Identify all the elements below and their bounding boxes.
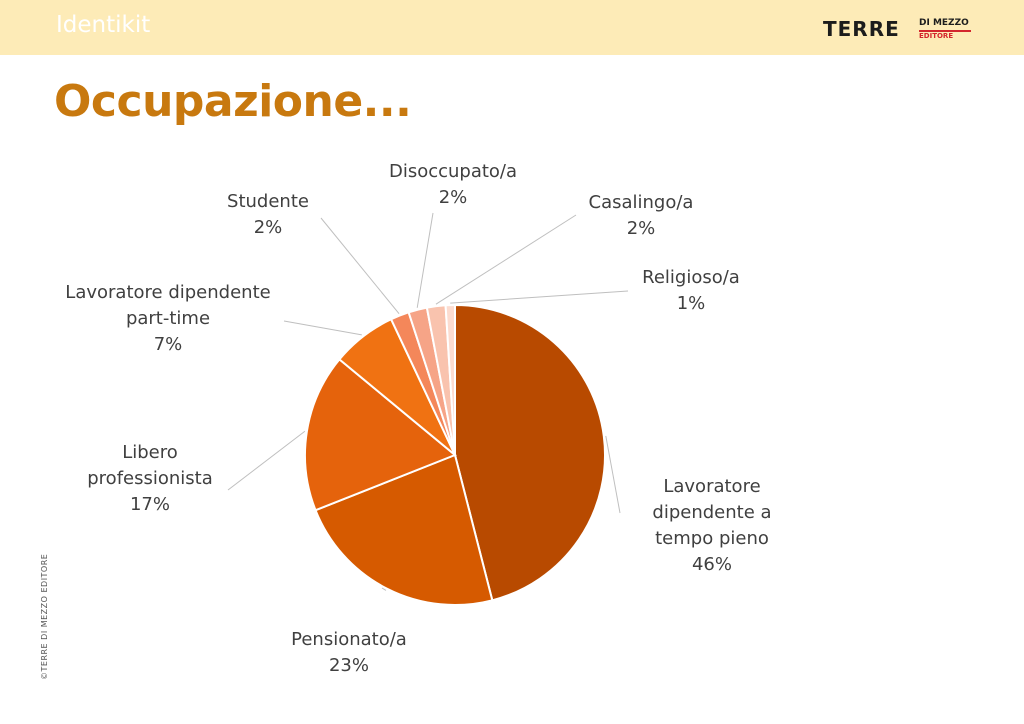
pie-slice — [454, 303, 606, 602]
leader-line — [605, 435, 621, 514]
slice-category: Pensionato/a — [291, 629, 407, 650]
slice-label: Pensionato/a 23% — [291, 629, 407, 676]
slice-category: part-time — [126, 308, 210, 329]
slice-label: Disoccupato/a 2% — [389, 161, 517, 208]
pie-slice — [314, 453, 494, 606]
slice-label: Lavoratore dipendente part-time 7% — [65, 282, 270, 355]
slice-label: Lavoratore dipendente a tempo pieno 46% — [652, 476, 771, 575]
slice-percent: 1% — [677, 293, 706, 314]
leader-line — [435, 214, 577, 305]
slice-percent: 7% — [154, 334, 183, 355]
leader-line — [450, 290, 629, 304]
logo-main-text: TERRE — [823, 17, 900, 41]
slice-percent: 2% — [439, 187, 468, 208]
slice-percent: 46% — [692, 554, 732, 575]
leader-line — [283, 320, 362, 336]
slice-category: tempo pieno — [655, 528, 769, 549]
slice-label: Libero professionista 17% — [87, 442, 213, 515]
header-bar: Identikit TERRE DI MEZZO EDITORE — [0, 0, 1024, 55]
pie-slice — [444, 303, 456, 456]
slice-category: Lavoratore dipendente — [65, 282, 270, 303]
leader-line — [381, 587, 387, 591]
slice-percent: 2% — [627, 218, 656, 239]
slice-percent: 2% — [254, 217, 283, 238]
leader-lines — [227, 212, 629, 591]
slice-percent: 23% — [329, 655, 369, 676]
slice-category: Casalingo/a — [589, 192, 694, 213]
leader-line — [416, 212, 434, 308]
slice-category: Religioso/a — [642, 267, 740, 288]
section-label: Identikit — [56, 12, 151, 38]
slice-category: professionista — [87, 468, 213, 489]
slice-label: Casalingo/a 2% — [589, 192, 694, 239]
page-title: Occupazione... — [54, 76, 412, 127]
publisher-logo: TERRE DI MEZZO EDITORE — [823, 17, 973, 41]
slice-label: Studente 2% — [227, 191, 309, 238]
pie-slice — [304, 357, 457, 512]
logo-sub-bottom: EDITORE — [919, 32, 954, 40]
slice-percent: 17% — [130, 494, 170, 515]
logo-underline — [919, 30, 971, 32]
slice-category: dipendente a — [652, 502, 771, 523]
leader-line — [227, 430, 306, 491]
logo-sub-top: DI MEZZO — [919, 18, 969, 28]
slice-label: Religioso/a 1% — [642, 267, 740, 314]
slice-labels: Lavoratore dipendente a tempo pieno 46% Pens… — [65, 161, 771, 676]
slice-category: Libero — [122, 442, 178, 463]
pie-slices — [304, 303, 606, 606]
slice-category: Lavoratore — [663, 476, 760, 497]
slice-category: Studente — [227, 191, 309, 212]
leader-line — [320, 217, 400, 314]
slice-category: Disoccupato/a — [389, 161, 517, 182]
